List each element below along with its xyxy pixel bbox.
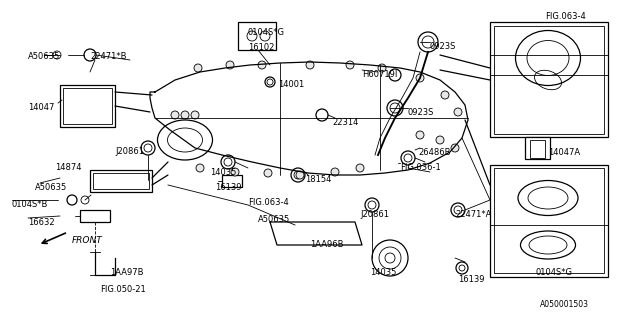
Bar: [494, 168, 604, 273]
Text: 18154: 18154: [305, 175, 332, 184]
Circle shape: [258, 61, 266, 69]
Circle shape: [191, 111, 199, 119]
Bar: [494, 26, 604, 134]
Text: H60719I: H60719I: [362, 70, 397, 79]
Bar: [525, 137, 550, 159]
Circle shape: [231, 168, 239, 176]
Text: 14035: 14035: [370, 268, 396, 277]
Circle shape: [296, 171, 304, 179]
Text: 1AA97B: 1AA97B: [110, 268, 143, 277]
Bar: [530, 140, 545, 158]
Text: 14047: 14047: [28, 103, 54, 112]
Text: 1AA96B: 1AA96B: [310, 240, 344, 249]
Text: 0923S: 0923S: [408, 108, 435, 117]
Bar: [490, 165, 608, 277]
Text: 14874: 14874: [55, 163, 81, 172]
Bar: [63, 88, 112, 124]
Text: A50635: A50635: [35, 183, 67, 192]
Circle shape: [331, 168, 339, 176]
Bar: [490, 22, 608, 137]
Circle shape: [378, 64, 386, 72]
Bar: [238, 22, 276, 50]
Text: A50635: A50635: [28, 52, 60, 61]
Bar: [80, 210, 110, 222]
Text: 16102: 16102: [248, 43, 275, 52]
Circle shape: [436, 136, 444, 144]
Text: FIG.050-21: FIG.050-21: [100, 285, 146, 294]
Text: FIG.063-4: FIG.063-4: [248, 198, 289, 207]
Text: A050001503: A050001503: [540, 300, 589, 309]
Circle shape: [181, 111, 189, 119]
Bar: [93, 173, 149, 189]
Circle shape: [416, 74, 424, 82]
Text: 14035: 14035: [210, 168, 236, 177]
Text: FIG.036-1: FIG.036-1: [400, 163, 441, 172]
Text: 16632: 16632: [28, 218, 54, 227]
Circle shape: [306, 61, 314, 69]
Circle shape: [356, 164, 364, 172]
Bar: [60, 85, 115, 127]
Text: 0923S: 0923S: [430, 42, 456, 51]
Circle shape: [194, 64, 202, 72]
Text: 22314: 22314: [332, 118, 358, 127]
Text: J20861: J20861: [360, 210, 389, 219]
Text: 26486B: 26486B: [418, 148, 451, 157]
Text: 22471*B: 22471*B: [90, 52, 127, 61]
Text: 16139: 16139: [215, 183, 241, 192]
Circle shape: [226, 61, 234, 69]
Text: 16139: 16139: [458, 275, 484, 284]
Text: 0104S*G: 0104S*G: [248, 28, 285, 37]
Circle shape: [264, 169, 272, 177]
Text: 22471*A: 22471*A: [455, 210, 492, 219]
Text: A50635: A50635: [258, 215, 291, 224]
Text: 0104S*G: 0104S*G: [535, 268, 572, 277]
Bar: [90, 170, 152, 192]
Text: 14001: 14001: [278, 80, 304, 89]
Bar: [222, 175, 242, 187]
Circle shape: [441, 91, 449, 99]
Text: FRONT: FRONT: [72, 236, 103, 245]
Text: J20861: J20861: [115, 147, 144, 156]
Text: 0104S*B: 0104S*B: [12, 200, 49, 209]
Circle shape: [451, 144, 459, 152]
Circle shape: [171, 111, 179, 119]
Circle shape: [346, 61, 354, 69]
Circle shape: [454, 108, 462, 116]
Text: FIG.063-4: FIG.063-4: [545, 12, 586, 21]
Text: 14047A: 14047A: [548, 148, 580, 157]
Circle shape: [416, 131, 424, 139]
Circle shape: [196, 164, 204, 172]
